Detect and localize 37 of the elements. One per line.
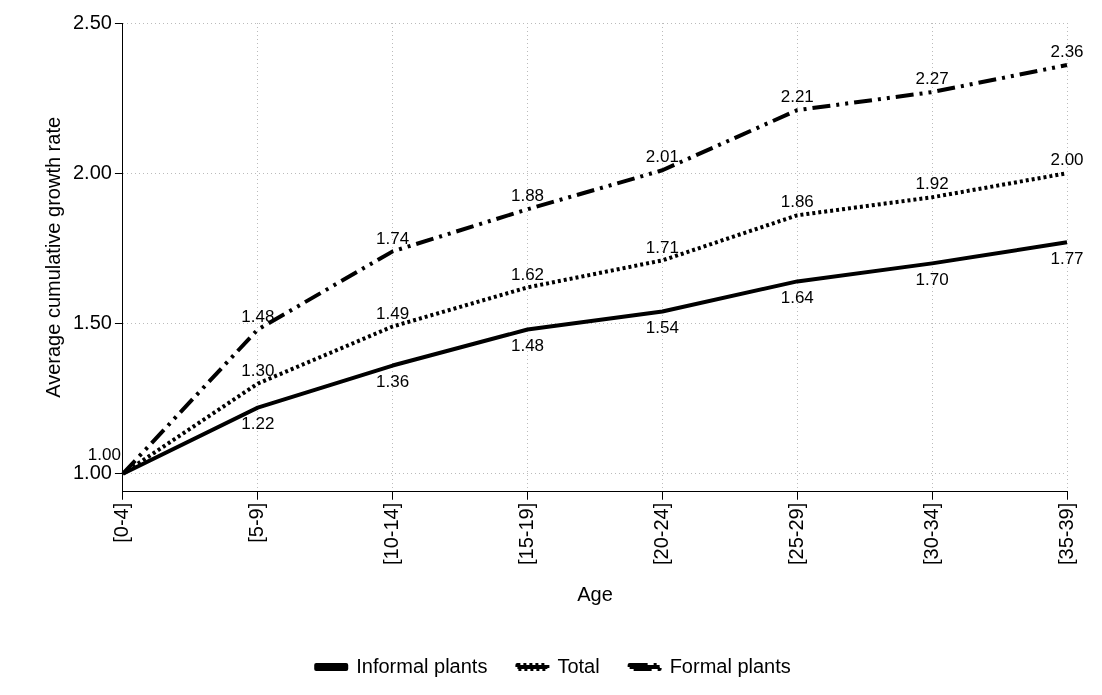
data-label: 1.30 [241,360,275,380]
x-tick-label: [15-19] [515,502,538,565]
data-label: 1.62 [510,264,545,284]
x-axis-title: Age [577,582,613,605]
y-tick-label: 1.00 [72,461,112,484]
data-label: 1.54 [645,317,679,337]
x-tick-label: [5-9] [245,502,268,543]
data-label: 1.77 [1050,248,1084,268]
data-label: 2.36 [1050,42,1084,62]
data-label: 2.21 [780,87,814,107]
legend-label: Formal plants [669,654,791,677]
data-label: 1.88 [510,186,545,206]
data-label: 1.49 [376,303,410,323]
x-tick-label: [0-4] [110,502,133,543]
legend-label: Informal plants [356,654,488,677]
data-label: 2.01 [645,147,679,167]
data-label: 1.86 [780,192,814,212]
data-label: 1.22 [241,413,275,433]
data-label: 1.64 [780,287,814,307]
data-label: 2.27 [915,69,949,89]
data-label: 1.48 [510,335,545,355]
x-tick-label: [30-34] [919,502,942,565]
y-axis-title: Average cumulative growth rate [41,116,64,398]
x-tick-label: [35-39] [1054,502,1077,565]
data-label: 1.92 [915,174,949,194]
y-tick-label: 2.00 [72,160,112,183]
data-label: 1.74 [376,228,410,248]
y-tick-label: 1.50 [72,310,112,333]
data-label: 1.70 [915,269,949,289]
x-tick-label: [10-14] [380,502,403,565]
data-label: 1.71 [645,237,679,257]
data-label: 2.00 [1050,150,1084,170]
x-tick-label: [20-24] [649,502,672,565]
x-tick-label: [25-29] [784,502,807,565]
y-tick-label: 2.50 [72,10,112,33]
data-label: 1.36 [376,371,410,391]
legend-label: Total [557,654,600,677]
